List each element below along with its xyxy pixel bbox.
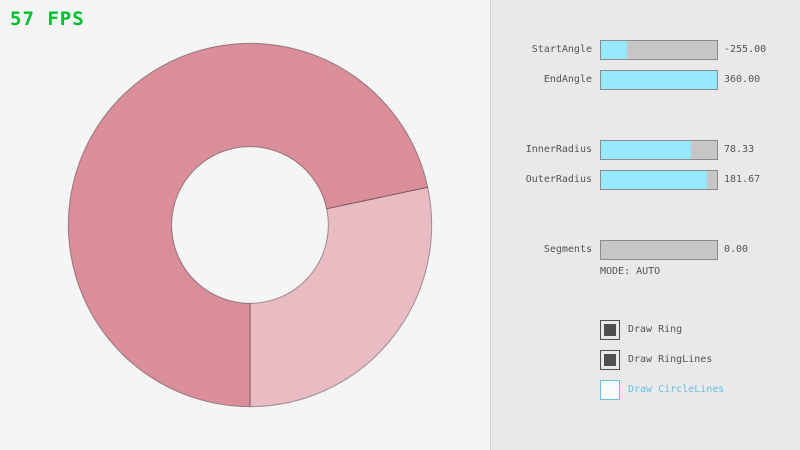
- draw-ring-label: Draw Ring: [628, 324, 683, 335]
- draw-ring-checkbox[interactable]: [600, 320, 620, 340]
- slider-row-outerradius: OuterRadius 181.67: [0, 170, 800, 190]
- endangle-label: EndAngle: [543, 74, 592, 85]
- slider-row-segments: Segments 0.00: [0, 240, 800, 260]
- startangle-label: StartAngle: [531, 44, 592, 55]
- ring-segment: [67, 42, 429, 408]
- draw-ringlines-checkbox[interactable]: [600, 350, 620, 370]
- checkbox-row-draw-ring[interactable]: Draw Ring: [600, 320, 790, 340]
- mode-text: MODE: AUTO: [600, 266, 661, 277]
- innerradius-value: 78.33: [724, 144, 755, 155]
- outerradius-slider[interactable]: [600, 170, 718, 190]
- slider-row-startangle: StartAngle -255.00: [0, 40, 800, 60]
- ring-svg: [67, 42, 433, 408]
- slider-row-innerradius: InnerRadius 78.33: [0, 140, 800, 160]
- segments-label: Segments: [543, 244, 592, 255]
- draw-circlelines-checkbox[interactable]: [600, 380, 620, 400]
- slider-fill: [601, 41, 627, 59]
- ring-segment: [249, 186, 433, 408]
- draw-circlelines-label: Draw CircleLines: [628, 384, 725, 395]
- endangle-value: 360.00: [724, 74, 761, 85]
- outerradius-value: 181.67: [724, 174, 761, 185]
- checkmark: [604, 324, 616, 336]
- slider-fill: [601, 71, 717, 89]
- innerradius-label: InnerRadius: [525, 144, 592, 155]
- slider-fill: [601, 141, 692, 159]
- segments-value: 0.00: [724, 244, 749, 255]
- checkbox-row-draw-ringlines[interactable]: Draw RingLines: [600, 350, 790, 370]
- startangle-slider[interactable]: [600, 40, 718, 60]
- draw-ringlines-label: Draw RingLines: [628, 354, 713, 365]
- checkbox-row-draw-circlelines[interactable]: Draw CircleLines: [600, 380, 790, 400]
- startangle-value: -255.00: [724, 44, 767, 55]
- slider-fill: [601, 171, 707, 189]
- endangle-slider[interactable]: [600, 70, 718, 90]
- fps-counter: 57 FPS: [10, 8, 85, 30]
- slider-row-endangle: EndAngle 360.00: [0, 70, 800, 90]
- checkmark: [604, 354, 616, 366]
- innerradius-slider[interactable]: [600, 140, 718, 160]
- outerradius-label: OuterRadius: [525, 174, 592, 185]
- segments-slider[interactable]: [600, 240, 718, 260]
